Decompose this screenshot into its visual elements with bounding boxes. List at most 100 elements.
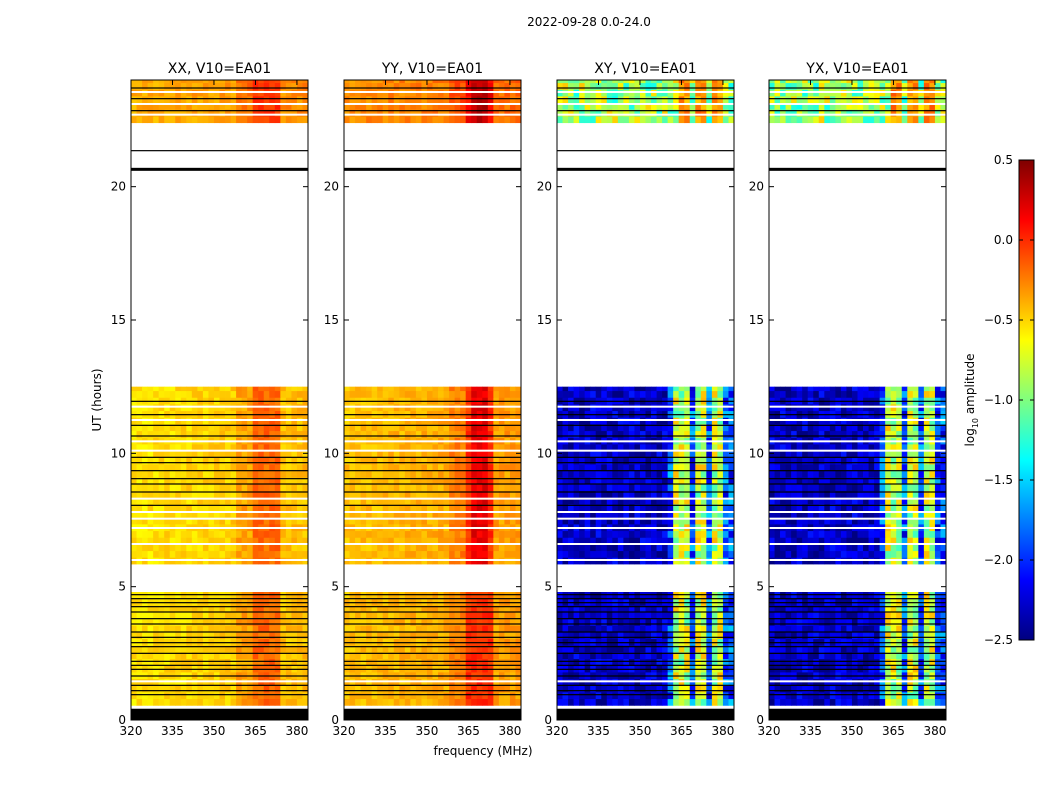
heatmap-cell (197, 625, 204, 633)
heatmap-cell (573, 116, 580, 124)
heatmap-cell (662, 386, 669, 392)
heatmap-cell (584, 658, 591, 666)
heatmap-cell (410, 390, 417, 398)
heatmap-cell (169, 510, 176, 518)
heatmap-cell (164, 444, 171, 452)
heatmap-cell (562, 652, 569, 660)
y-tick-label: 10 (111, 446, 126, 460)
heatmap-cell (377, 592, 384, 600)
heatmap-cell (225, 477, 231, 485)
heatmap-cell (349, 80, 356, 84)
heatmap-cell (579, 504, 586, 512)
heatmap-cell (579, 550, 586, 558)
heatmap-cell (617, 592, 624, 600)
heatmap-cell (656, 612, 663, 620)
heatmap-cell (274, 386, 281, 392)
heatmap-cell (415, 618, 422, 626)
heatmap-cell (493, 82, 500, 90)
heatmap-cell (236, 386, 243, 392)
heatmap-cell (349, 658, 356, 666)
heatmap-cell (280, 612, 287, 620)
heatmap-cell (202, 457, 209, 465)
heatmap-cell (728, 484, 735, 492)
heatmap-cell (296, 517, 303, 525)
heatmap-cell (175, 530, 182, 538)
heatmap-cell (153, 632, 160, 640)
flagged-time-line (344, 636, 521, 638)
heatmap-cell (263, 80, 270, 84)
heatmap-cell (142, 109, 148, 117)
heatmap-cell (438, 424, 444, 432)
heatmap-cell (722, 658, 729, 666)
heatmap-cell (360, 80, 367, 84)
heatmap-cell (382, 544, 389, 552)
heatmap-cell (285, 484, 292, 492)
heatmap-cell (175, 658, 182, 666)
heatmap-cell (426, 430, 433, 438)
heatmap-cell (706, 444, 713, 452)
heatmap-cell (504, 109, 511, 117)
heatmap-cell (399, 537, 406, 545)
heatmap-cell (285, 632, 292, 640)
heatmap-cell (684, 530, 691, 538)
heatmap-cell (241, 618, 248, 626)
heatmap-cell (158, 490, 165, 498)
heatmap-cell (438, 102, 444, 110)
heatmap-cell (722, 510, 729, 518)
heatmap-cell (252, 537, 259, 545)
heatmap-cell (443, 698, 450, 706)
heatmap-cell (465, 109, 472, 117)
heatmap-cell (700, 658, 707, 666)
heatmap-cell (410, 450, 417, 458)
heatmap-cell (202, 102, 209, 110)
heatmap-cell (296, 698, 303, 706)
heatmap-cell (662, 497, 669, 505)
heatmap-cell (302, 444, 309, 452)
heatmap-cell (147, 544, 154, 552)
heatmap-cell (285, 477, 292, 485)
heatmap-cell (274, 517, 281, 525)
heatmap-cell (175, 625, 182, 633)
heatmap-cell (269, 470, 276, 478)
heatmap-cell (241, 109, 248, 117)
heatmap-cell (399, 497, 406, 505)
heatmap-cell (355, 484, 361, 492)
heatmap-cell (180, 424, 187, 432)
heatmap-cell (247, 550, 254, 558)
heatmap-cell (274, 698, 281, 706)
heatmap-cell (498, 632, 505, 640)
heatmap-cell (404, 82, 411, 90)
heatmap-cell (208, 490, 215, 498)
heatmap-cell (606, 386, 613, 392)
flagged-time-line (131, 424, 308, 426)
heatmap-cell (263, 390, 270, 398)
heatmap-cell (280, 537, 287, 545)
heatmap-cell (706, 698, 713, 706)
heatmap-cell (191, 645, 198, 653)
heatmap-cell (247, 618, 254, 626)
heatmap-cell (285, 685, 292, 693)
heatmap-cell (568, 652, 574, 660)
heatmap-cell (230, 82, 237, 90)
heatmap-cell (291, 537, 298, 545)
heatmap-cell (296, 497, 303, 505)
heatmap-cell (421, 645, 428, 653)
heatmap-cell (695, 544, 702, 552)
heatmap-cell (252, 96, 259, 104)
heatmap-cell (263, 652, 270, 660)
heatmap-cell (377, 517, 384, 525)
heatmap-cell (493, 504, 500, 512)
heatmap-cell (645, 424, 652, 432)
heatmap-cell (667, 386, 674, 392)
heatmap-cell (482, 685, 489, 693)
heatmap-cell (131, 592, 137, 600)
heatmap-cell (612, 444, 619, 452)
heatmap-cell (404, 444, 411, 452)
heatmap-cell (131, 386, 137, 392)
heatmap-cell (236, 96, 243, 104)
heatmap-cell (371, 537, 378, 545)
heatmap-cell (393, 592, 400, 600)
heatmap-cell (247, 645, 254, 653)
heatmap-cell (344, 517, 350, 525)
heatmap-cell (371, 444, 378, 452)
